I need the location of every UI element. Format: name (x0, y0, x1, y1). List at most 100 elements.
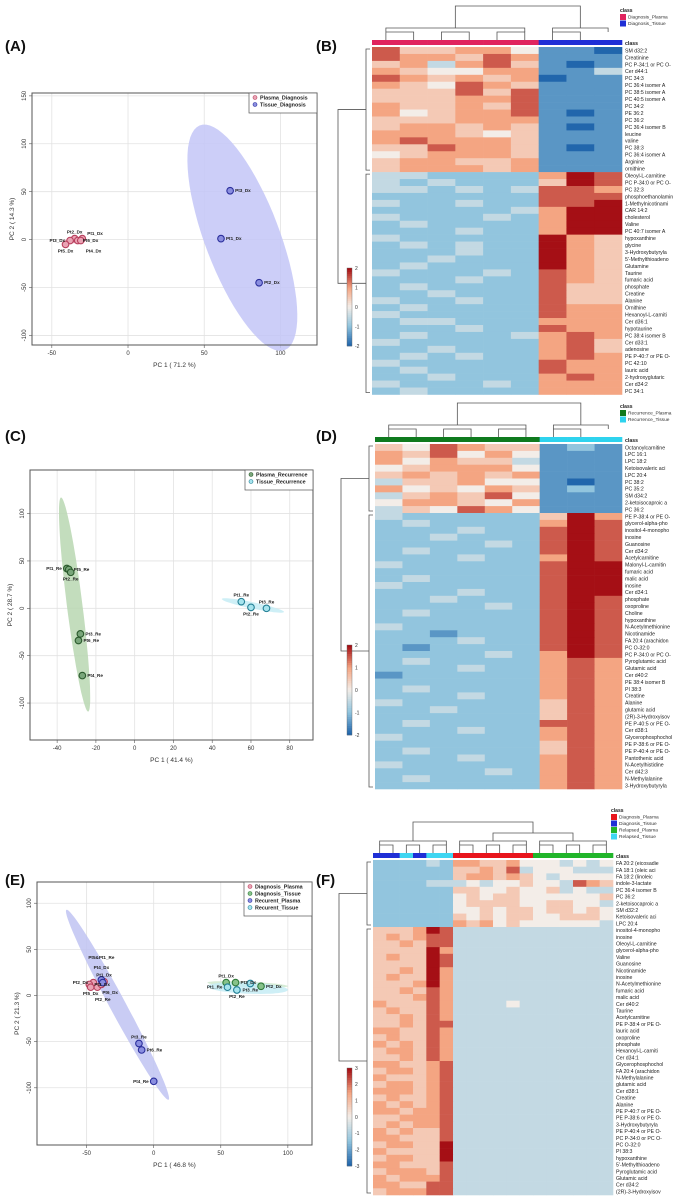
heatmap-cell (512, 706, 540, 714)
heatmap-cell (506, 1141, 520, 1149)
dendrogram-branch (405, 844, 421, 853)
row-label: LPC 16:1 (625, 452, 647, 458)
heatmap-cell (427, 47, 456, 55)
heatmap-cell (429, 492, 458, 500)
heatmap-cell (479, 893, 494, 901)
heatmap-cell (546, 920, 560, 928)
heatmap-cell (559, 960, 574, 968)
heatmap-cell (399, 234, 428, 242)
heatmap-cell (599, 920, 614, 928)
row-label: 5'-Methylthioadeno (616, 1163, 660, 1169)
heatmap-cell (573, 1128, 587, 1135)
colorbar-step (347, 712, 352, 716)
legend-label: Diagnosis_Plasma (628, 15, 668, 21)
heatmap-cell (439, 1061, 454, 1068)
heatmap-cell (457, 450, 486, 459)
heatmap-cell (399, 325, 428, 333)
heatmap-cell (372, 269, 401, 277)
heatmap-cell (402, 657, 431, 666)
heatmap-cell (457, 575, 486, 583)
heatmap-cell (594, 199, 623, 208)
heatmap-cell (372, 311, 401, 319)
heatmap-cell (479, 1040, 494, 1048)
heatmap-cell (546, 1101, 560, 1109)
x-tick-label: -40 (53, 746, 62, 752)
heatmap-cell (573, 1047, 587, 1055)
heatmap-cell (453, 1054, 467, 1062)
row-label: PC 38:3 (625, 146, 644, 152)
heatmap-cell (413, 1141, 427, 1149)
heatmap-cell (402, 761, 431, 769)
heatmap-cell (484, 699, 513, 707)
heatmap-cell (453, 927, 467, 934)
x-axis-title: PC 1 ( 46.8 %) (153, 1162, 196, 1169)
heatmap-cell (457, 554, 486, 562)
dendrogram-branch (459, 844, 474, 853)
row-label: FA 20:4 (arachidon (616, 1069, 660, 1075)
heatmap-cell (399, 1174, 414, 1182)
heatmap-cell (399, 165, 428, 173)
heatmap-cell (429, 575, 458, 583)
colorbar-tick-label: -1 (355, 710, 360, 716)
heatmap-cell (539, 582, 568, 590)
heatmap-cell (399, 366, 428, 374)
heatmap-cell (586, 947, 600, 955)
heatmap-cell (546, 1134, 560, 1142)
heatmap-cell (546, 873, 560, 881)
point-label: Pt4_Dx (86, 248, 102, 253)
heatmap-cell (519, 1134, 534, 1142)
heatmap-cell (566, 199, 595, 208)
row-label: Taurine (616, 1009, 633, 1015)
heatmap-cell (493, 1181, 507, 1189)
heatmap-cell (372, 88, 401, 96)
heatmap-cell (546, 1114, 560, 1122)
point-label: Pt1_Dx (96, 973, 112, 978)
heatmap-cell (567, 623, 595, 631)
heatmap-cell (599, 860, 614, 867)
heatmap-cell (510, 137, 539, 145)
colorbar-step (347, 271, 352, 275)
heatmap-cell (413, 1107, 427, 1115)
row-label: Alanine (616, 1102, 633, 1108)
colorbar-step (347, 669, 352, 673)
heatmap-cell (566, 151, 595, 159)
heatmap-cell (538, 116, 567, 124)
heatmap-cell (413, 1061, 427, 1068)
dendrogram-branch (366, 861, 371, 926)
heatmap-cell (386, 1101, 400, 1109)
heatmap-cell (512, 464, 540, 472)
heatmap-cell (533, 1020, 547, 1028)
heatmap-cell (510, 192, 539, 201)
row-label: PE 38:4 isomer B (625, 680, 666, 686)
heatmap-cell (426, 933, 440, 941)
heatmap-cell (372, 123, 401, 131)
heatmap-cell (373, 1174, 387, 1182)
heatmap-cell (566, 116, 595, 124)
heatmap-cell (512, 533, 540, 541)
heatmap-cell (375, 706, 403, 714)
heatmap-cell (510, 74, 539, 83)
colorbar-step (347, 1153, 352, 1157)
colorbar-step (347, 654, 352, 657)
heatmap-cell (594, 478, 623, 486)
heatmap-cell (599, 1121, 614, 1129)
row-label: PC O-32:0 (616, 1143, 641, 1149)
colorbar-step (347, 1119, 352, 1123)
heatmap-cell (426, 947, 440, 955)
heatmap-cell (413, 947, 427, 955)
colorbar-step (347, 273, 352, 277)
heatmap-cell (386, 980, 400, 988)
heatmap-cell (439, 927, 454, 934)
heatmap-cell (439, 1107, 454, 1115)
heatmap-cell (402, 602, 431, 610)
heatmap-cell (566, 297, 595, 305)
heatmap-cell (484, 740, 513, 748)
heatmap-cell (566, 74, 595, 83)
heatmap-cell (594, 206, 623, 215)
heatmap-cell (566, 345, 595, 354)
heatmap-cell (567, 602, 595, 610)
heatmap-cell (586, 1040, 600, 1048)
heatmap-cell (506, 1061, 520, 1068)
heatmap-cell (399, 940, 414, 948)
heatmap-cell (439, 1188, 454, 1196)
